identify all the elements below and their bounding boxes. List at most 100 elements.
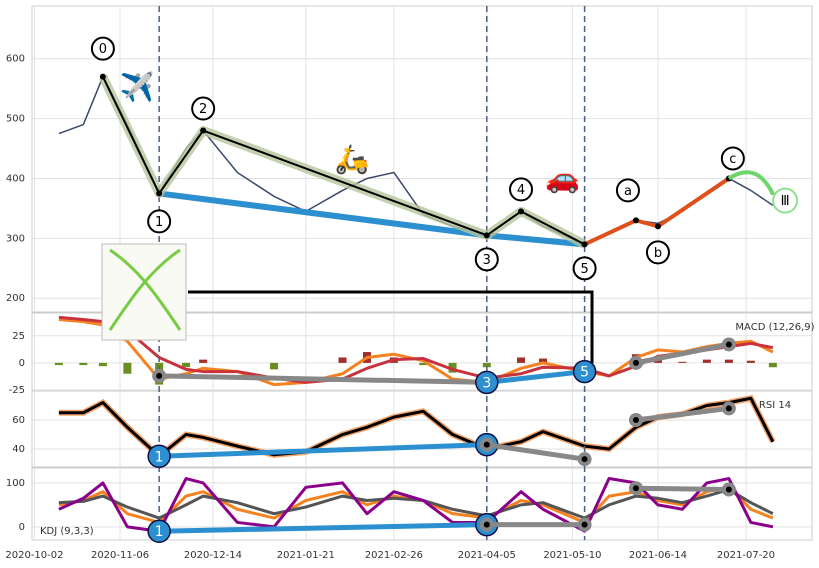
- histogram-bar: [448, 362, 457, 373]
- histogram-bar: [517, 357, 526, 363]
- panel-label: RSI 14: [759, 400, 791, 411]
- wave-badge: [572, 256, 597, 281]
- wave-point: [200, 127, 207, 134]
- wave-badge: [720, 146, 745, 171]
- wave-badge: [90, 36, 115, 61]
- inset-art: [108, 248, 182, 331]
- histogram-bar: [199, 359, 208, 363]
- histogram-bar: [182, 362, 191, 368]
- wave-label: 2: [199, 102, 207, 117]
- y-tick-label: 0: [19, 358, 25, 369]
- wave-label: 5: [580, 262, 588, 277]
- histogram-bar: [79, 362, 88, 366]
- divergence-dot-core: [156, 372, 163, 379]
- divergence-line: [486, 369, 585, 385]
- wave-badge: [645, 240, 670, 265]
- correction-line: [583, 176, 730, 247]
- x-tick-label: 2021-06-14: [629, 550, 687, 561]
- histogram-bar: [746, 360, 755, 363]
- divergence-line: [486, 442, 585, 462]
- wave-point: [483, 232, 490, 239]
- wave-badge: [509, 177, 534, 202]
- divergence-line: [159, 522, 487, 534]
- divergence-dot-core: [632, 359, 639, 366]
- divergence-badge: [147, 444, 171, 469]
- divergence-badge: [572, 359, 597, 384]
- wave-point: [518, 208, 525, 215]
- panel-label: KDJ (9,3,3): [40, 526, 94, 537]
- y-tick-label: 60: [12, 415, 25, 426]
- connector: [188, 290, 594, 363]
- divergence-line: [159, 373, 487, 385]
- divergence-dot-core: [725, 341, 732, 348]
- wave-point: [581, 241, 588, 248]
- wave-badge: [191, 96, 216, 121]
- divergence-dot-core: [725, 405, 732, 412]
- y-tick-label: 200: [6, 293, 25, 304]
- divergence-line: [635, 405, 730, 423]
- divergence-dot-core: [581, 456, 588, 463]
- divergence-label: 3: [482, 375, 491, 391]
- panel-label: MACD (12,26,9): [735, 322, 814, 333]
- divergence-label: 5: [580, 365, 589, 381]
- icon: 🚗: [545, 161, 580, 194]
- histogram-bar: [338, 357, 347, 363]
- indicator-line: [58, 477, 774, 533]
- histogram-bar: [270, 362, 279, 370]
- divergence-dot-core: [632, 417, 639, 424]
- inset-image: [101, 243, 187, 341]
- wave-label: a: [624, 184, 632, 199]
- histogram-bar: [702, 359, 711, 363]
- histogram-bar: [123, 362, 132, 374]
- divergence-line: [635, 341, 730, 366]
- x-tick-label: 2020-12-14: [184, 550, 242, 561]
- wave-point: [654, 223, 661, 230]
- histogram-bar: [482, 362, 491, 368]
- divergence-dot-core: [483, 521, 490, 528]
- histogram-bar: [724, 359, 733, 363]
- wave-point: [632, 217, 639, 224]
- wave-label: c: [729, 152, 736, 167]
- divergence-line: [635, 485, 729, 493]
- wave-label: 4: [517, 183, 525, 198]
- wave-label: 1: [155, 215, 163, 230]
- wave-label: 3: [483, 253, 491, 268]
- x-tick-label: 2021-07-20: [717, 550, 775, 561]
- histogram-bar: [98, 362, 107, 367]
- y-tick-label: -25: [9, 385, 25, 396]
- histogram-bar: [539, 358, 548, 363]
- x-tick-label: 2021-04-05: [458, 550, 516, 561]
- wave-label: b: [654, 246, 662, 261]
- icon: 🛵: [335, 142, 370, 175]
- divergence-badge: [475, 370, 499, 395]
- wave-point: [99, 73, 106, 80]
- wave-badge: [615, 178, 640, 203]
- icon: ✈️: [120, 69, 155, 103]
- divergence-dot-core: [725, 486, 732, 493]
- wave-line: [102, 76, 586, 246]
- x-tick-label: 2020-11-06: [91, 550, 149, 561]
- target-badge: [772, 187, 799, 214]
- divergence-line: [159, 442, 487, 459]
- y-tick-label: 600: [6, 54, 25, 65]
- divergence-dot-core: [581, 521, 588, 528]
- histogram-bar: [678, 361, 687, 363]
- x-tick-label: 2020-10-02: [5, 550, 63, 561]
- divergence-badge: [147, 519, 171, 543]
- histogram-bar: [768, 362, 777, 368]
- y-tick-label: 40: [12, 444, 25, 455]
- x-tick-label: 2021-01-21: [277, 550, 335, 561]
- y-tick-label: 500: [6, 114, 25, 125]
- histogram-bar: [54, 362, 63, 366]
- y-tick-label: 0: [19, 522, 25, 533]
- y-tick-label: 100: [6, 478, 25, 489]
- wave-badge: [474, 247, 499, 272]
- target-label: Ⅲ: [781, 194, 790, 209]
- wave-label: 0: [99, 42, 107, 57]
- y-tick-label: 400: [6, 173, 25, 184]
- histogram-bar: [419, 362, 428, 366]
- target-arrow: [727, 170, 775, 196]
- wave-point: [156, 190, 163, 197]
